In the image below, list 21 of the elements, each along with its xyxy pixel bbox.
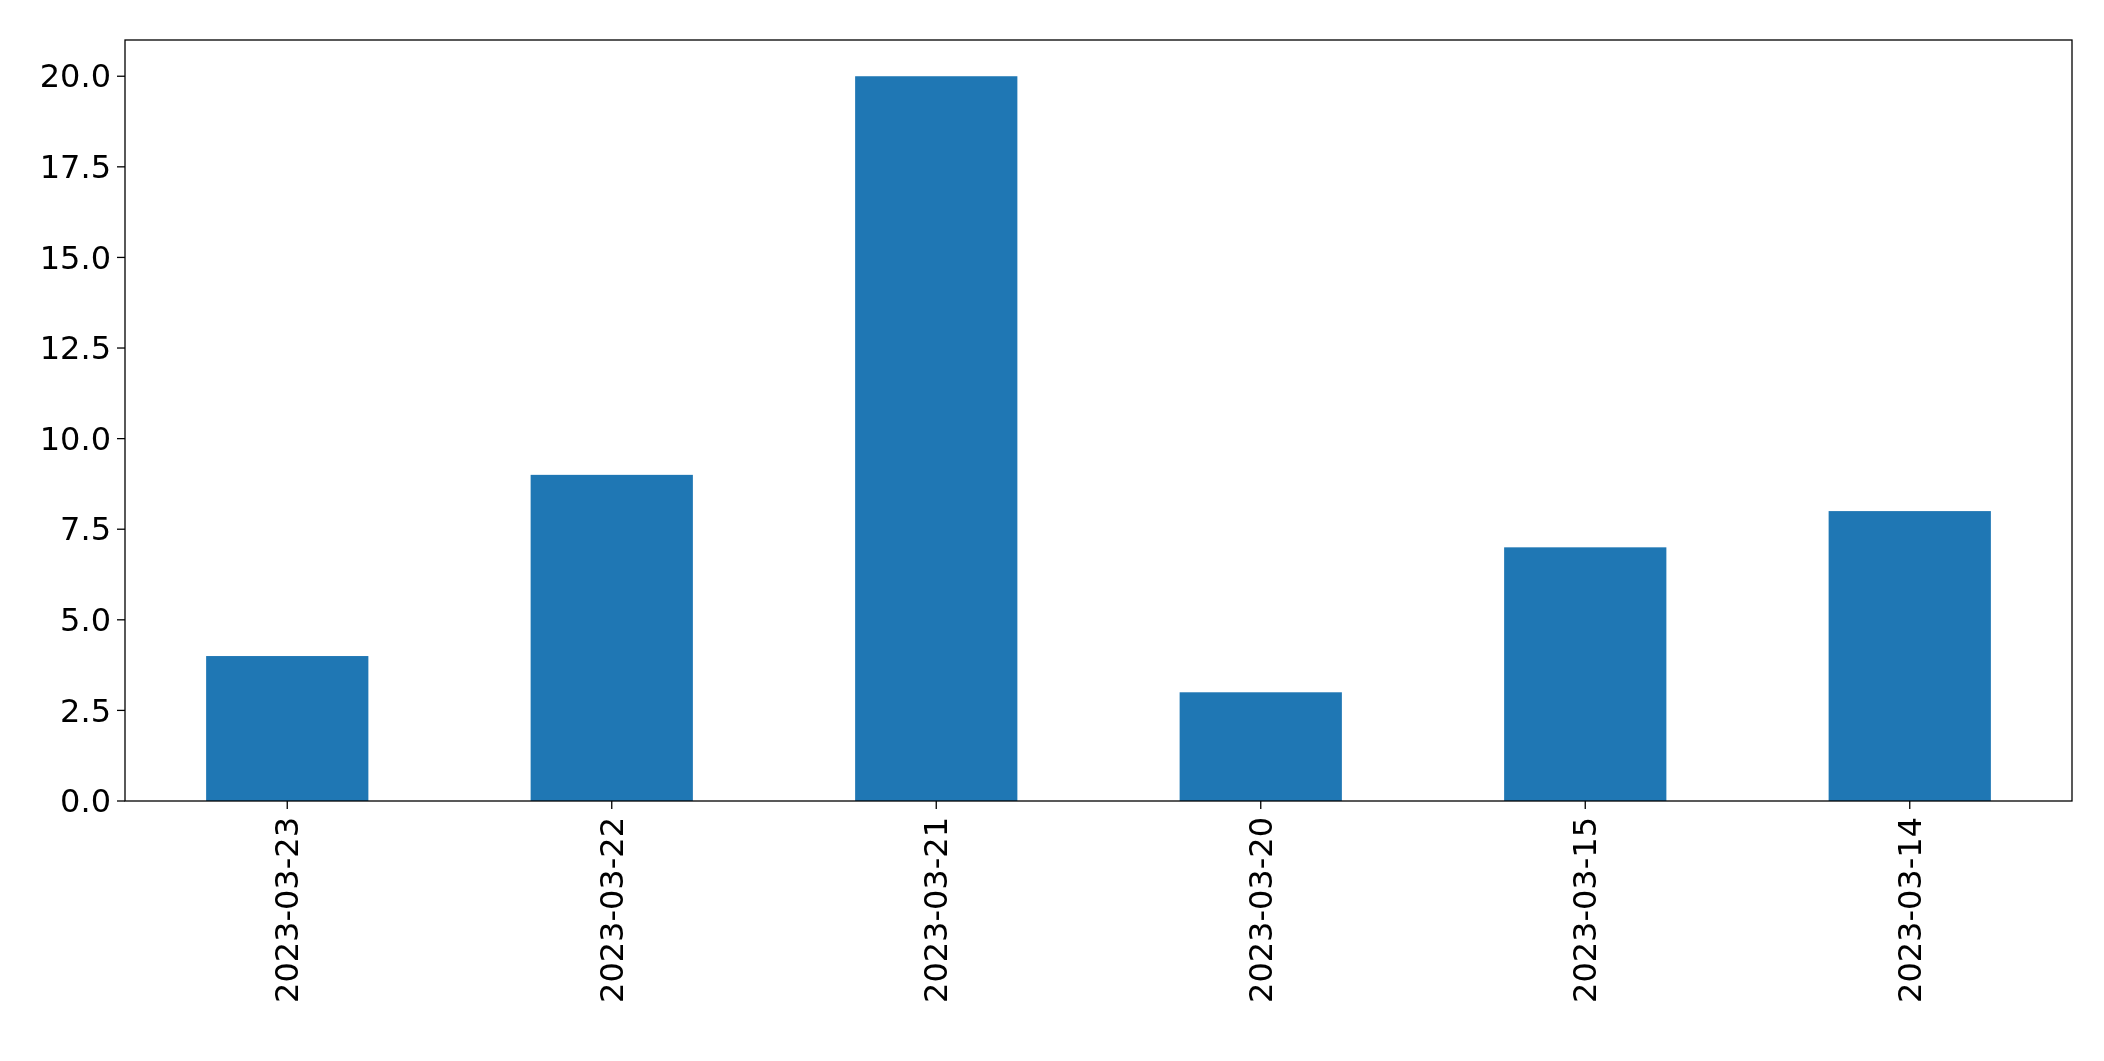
x-tick-label: 2023-03-20: [1241, 817, 1280, 1003]
x-tick-label: 2023-03-22: [592, 817, 631, 1003]
bar: [206, 656, 369, 801]
bar: [1504, 547, 1667, 801]
y-tick-label: 17.5: [39, 148, 111, 187]
bar: [1828, 511, 1991, 801]
y-tick-label: 5.0: [60, 601, 111, 640]
bar: [1179, 692, 1342, 801]
x-tick-label: 2023-03-15: [1566, 817, 1605, 1003]
x-tick-label: 2023-03-23: [268, 817, 307, 1003]
y-tick-label: 12.5: [39, 329, 111, 368]
bar: [855, 76, 1018, 801]
y-tick-label: 2.5: [60, 691, 111, 730]
x-tick-label: 2023-03-21: [917, 817, 956, 1003]
bar: [530, 474, 693, 801]
y-tick-label: 15.0: [39, 238, 111, 277]
y-tick-label: 20.0: [39, 57, 111, 96]
y-tick-label: 7.5: [60, 510, 111, 549]
x-tick-label: 2023-03-14: [1890, 817, 1929, 1003]
y-tick-label: 0.0: [60, 782, 111, 821]
y-tick-label: 10.0: [39, 419, 111, 458]
